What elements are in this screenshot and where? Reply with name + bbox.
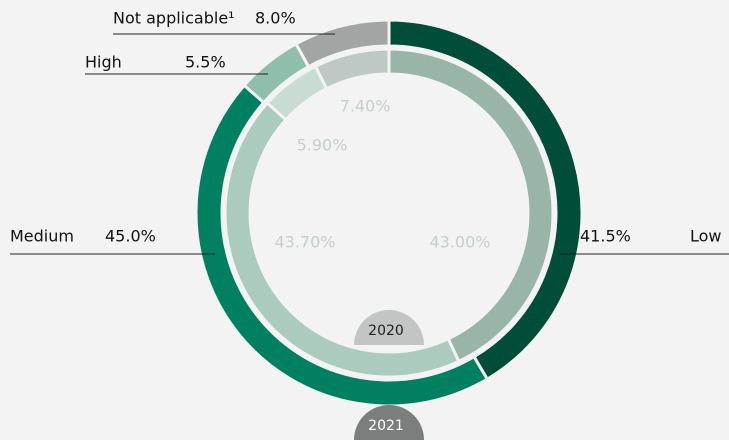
category-label: High xyxy=(85,53,122,72)
year-label: 2020 xyxy=(368,323,404,339)
year-badge xyxy=(354,310,424,345)
year-badge xyxy=(354,405,424,440)
donut-segment xyxy=(313,47,391,91)
value-label: 45.0% xyxy=(105,227,156,246)
donut-segment xyxy=(293,18,391,69)
category-label: Medium xyxy=(10,227,74,246)
value-label: 8.0% xyxy=(255,9,296,28)
value-label: 5.5% xyxy=(185,53,226,72)
category-label: Low xyxy=(690,227,722,246)
value-label: 43.00% xyxy=(429,233,490,252)
year-label: 2021 xyxy=(368,418,404,434)
value-label: 43.70% xyxy=(274,233,335,252)
category-label: Not applicable¹ xyxy=(113,9,235,28)
value-label: 5.90% xyxy=(297,136,348,155)
value-label: 7.40% xyxy=(340,97,391,116)
value-label: 41.5% xyxy=(580,227,631,246)
